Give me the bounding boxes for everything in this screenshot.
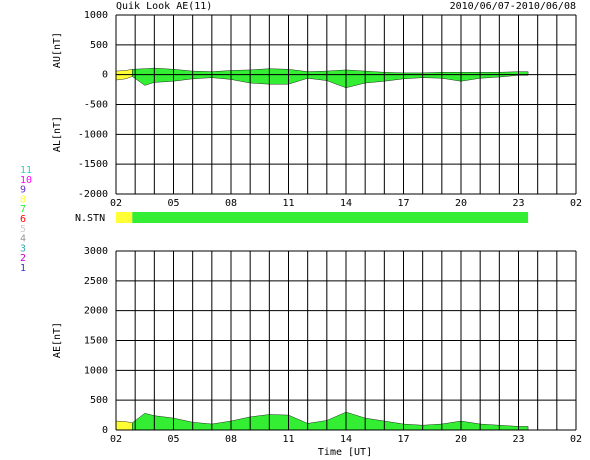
- x-tick-label: 02: [570, 198, 582, 209]
- x-tick-label: 02: [110, 434, 122, 445]
- area: [132, 67, 529, 75]
- y-tick-label: 1000: [84, 365, 108, 376]
- x-tick-label: 02: [570, 434, 582, 445]
- x-tick-label: 02: [110, 198, 122, 209]
- area: [115, 74, 133, 81]
- legend-label: 2: [20, 253, 26, 264]
- x-tick-label: 17: [397, 198, 409, 209]
- legend-label: 10: [20, 175, 32, 186]
- legend-label: 3: [20, 243, 26, 254]
- x-tick-label: 14: [340, 198, 352, 209]
- y-tick-label: 1500: [84, 336, 108, 347]
- y-axis-label: AE[nT]: [52, 322, 63, 358]
- legend-label: 9: [20, 185, 26, 196]
- area: [115, 69, 133, 75]
- bar-label: N.STN: [75, 213, 105, 224]
- x-tick-label: 05: [167, 434, 179, 445]
- x-tick-label: 08: [225, 198, 237, 209]
- y-tick-label: 0: [102, 425, 108, 436]
- y-tick-label: -2000: [78, 189, 108, 200]
- date-range: 2010/06/07-2010/06/08: [450, 1, 576, 12]
- x-tick-label: 20: [455, 198, 467, 209]
- x-tick-label: 17: [397, 434, 409, 445]
- legend-label: 1: [20, 263, 26, 274]
- area: [132, 411, 529, 431]
- legend-label: 7: [20, 204, 26, 215]
- x-tick-label: 23: [512, 434, 524, 445]
- y-tick-label: 500: [90, 395, 108, 406]
- x-tick-label: 11: [282, 198, 294, 209]
- x-tick-label: 05: [167, 198, 179, 209]
- chart-title: Quik Look AE(11): [116, 1, 212, 12]
- y-tick-label: 2000: [84, 306, 108, 317]
- x-tick-label: 08: [225, 434, 237, 445]
- x-tick-label: 11: [282, 434, 294, 445]
- y-tick-label: 3000: [84, 246, 108, 257]
- legend-label: 5: [20, 224, 26, 235]
- x-tick-label: 23: [512, 198, 524, 209]
- x-tick-label: 14: [340, 434, 352, 445]
- legend-label: 4: [20, 234, 26, 245]
- y-tick-label: 500: [90, 40, 108, 51]
- y-axis-label: AU[nT]: [52, 32, 63, 68]
- y-tick-label: 0: [102, 70, 108, 81]
- legend-label: 11: [20, 165, 32, 176]
- y-tick-label: 2500: [84, 276, 108, 287]
- station-bar: [116, 212, 133, 223]
- y-tick-label: -1500: [78, 159, 108, 170]
- legend-label: 6: [20, 214, 26, 225]
- x-axis-label: Time [UT]: [318, 447, 372, 458]
- y-tick-label: 1000: [84, 10, 108, 21]
- area: [115, 420, 133, 431]
- station-bar: [132, 212, 529, 223]
- y-axis-label: AL[nT]: [52, 116, 63, 152]
- y-tick-label: -1000: [78, 129, 108, 140]
- legend-label: 8: [20, 194, 26, 205]
- area: [132, 74, 529, 89]
- x-tick-label: 20: [455, 434, 467, 445]
- y-tick-label: -500: [84, 100, 108, 111]
